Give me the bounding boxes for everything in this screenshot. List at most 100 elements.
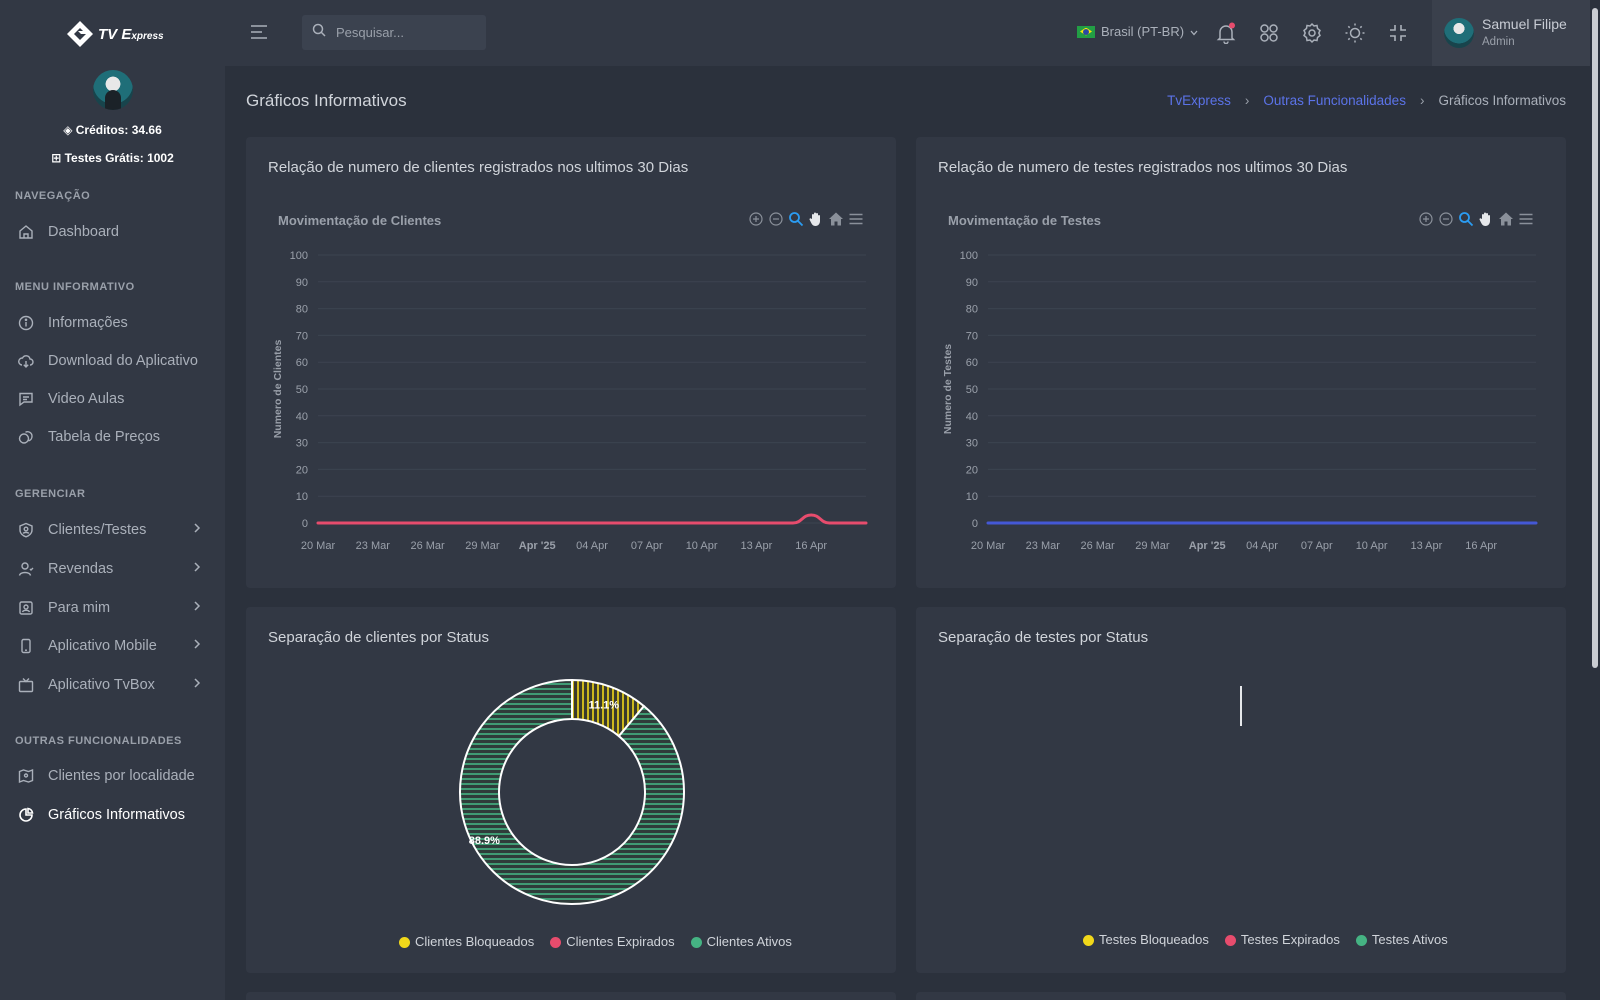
sidebar-item-aplicativo-mobile[interactable]: Aplicativo Mobile	[0, 628, 225, 664]
menu-icon[interactable]	[1518, 211, 1534, 227]
legend-item[interactable]: Testes Expirados	[1224, 932, 1340, 947]
y-tick-label: 100	[290, 250, 308, 262]
topbar: Brasil (PT-BR) Samuel Filipe Admin	[225, 0, 1600, 66]
legend-item[interactable]: Testes Bloqueados	[1083, 932, 1209, 947]
legend-item[interactable]: Clientes Bloqueados	[399, 934, 534, 949]
y-tick-label: 10	[966, 491, 978, 503]
empty-chart-cursor	[1240, 686, 1242, 726]
apps-grid-icon[interactable]	[1258, 22, 1280, 44]
search-input[interactable]	[336, 25, 476, 40]
y-tick-label: 50	[966, 384, 978, 396]
sidebar-item-download-app[interactable]: Download do Aplicativo	[0, 343, 225, 379]
sidebar-avatar	[93, 70, 133, 110]
search-box	[302, 15, 486, 50]
zoom-out-icon[interactable]	[768, 211, 784, 227]
x-tick-label: 10 Apr	[1356, 540, 1388, 552]
y-tick-label: 90	[966, 277, 978, 289]
y-tick-label: 100	[960, 250, 978, 262]
zoom-in-icon[interactable]	[748, 211, 764, 227]
sidebar-item-revendas[interactable]: Revendas	[0, 551, 225, 587]
credits-balance: ◈ Créditos: 34.66	[63, 123, 162, 137]
x-tick-label: 20 Mar	[301, 540, 336, 552]
tests-line-chart: 0 10 20 30 40 50 60 70 80 90 100 20 Mar 23 Mar 26 Mar…	[942, 250, 1538, 552]
language-selector[interactable]: Brasil (PT-BR)	[1077, 24, 1198, 39]
sidebar-item-dashboard[interactable]: Dashboard	[0, 214, 225, 250]
page-scrollbar[interactable]	[1590, 0, 1600, 1000]
reset-home-icon[interactable]	[828, 211, 844, 227]
logo-mark-icon	[66, 20, 94, 48]
y-tick-label: 20	[966, 464, 978, 476]
x-tick-label: 29 Mar	[1135, 540, 1170, 552]
clients-line-chart: 0 10 20 30 40 50 60 70 80 90 100 20 Mar 23 Mar 26 Mar…	[272, 250, 868, 552]
y-tick-label: 0	[972, 518, 978, 530]
breadcrumb-link-tvexpress[interactable]: TvExpress	[1167, 93, 1231, 108]
clients-donut-legend: Clientes Bloqueados Clientes Expirados C…	[399, 934, 792, 949]
user-name: Samuel Filipe	[1482, 16, 1567, 32]
pan-hand-icon[interactable]	[808, 211, 824, 227]
sidebar-item-label: Clientes por localidade	[48, 768, 195, 784]
sidebar: TV Express ◈ Créditos: 34.66 ⊞ Testes Gr…	[0, 0, 225, 1000]
sidebar-item-label: Video Aulas	[48, 391, 125, 407]
legend-item[interactable]: Clientes Ativos	[690, 934, 792, 949]
sidebar-item-informacoes[interactable]: Informações	[0, 305, 225, 341]
sidebar-item-label: Dashboard	[48, 224, 119, 240]
selection-zoom-icon[interactable]	[1458, 211, 1474, 227]
series-line	[316, 513, 868, 525]
next-card-left	[246, 992, 896, 1000]
sidebar-item-para-mim[interactable]: Para mim	[0, 590, 225, 626]
nav-header-outras-funcionalidades: OUTRAS FUNCIONALIDADES	[15, 735, 182, 747]
legend-dot-bloqueados	[1083, 935, 1094, 947]
search-icon	[312, 23, 326, 42]
zoom-out-icon[interactable]	[1438, 211, 1454, 227]
y-tick-label: 20	[296, 464, 308, 476]
y-tick-label: 50	[296, 384, 308, 396]
map-icon	[18, 768, 34, 784]
home-icon	[18, 224, 34, 240]
nav-header-gerenciar: GERENCIAR	[15, 488, 86, 500]
user-profile-menu[interactable]: Samuel Filipe Admin	[1432, 0, 1600, 66]
y-tick-label: 90	[296, 277, 308, 289]
menu-toggle-icon[interactable]	[250, 24, 268, 40]
legend-item[interactable]: Clientes Expirados	[550, 934, 675, 949]
breadcrumb-current: Gráficos Informativos	[1438, 93, 1566, 108]
tests-line-card: Relação de numero de testes registrados …	[916, 137, 1566, 588]
settings-gear-icon[interactable]	[1301, 22, 1323, 44]
zoom-in-icon[interactable]	[1418, 211, 1434, 227]
breadcrumb: TvExpress › Outras Funcionalidades › Grá…	[1167, 93, 1566, 108]
notification-bell-icon[interactable]	[1215, 22, 1237, 45]
sidebar-item-video-aulas[interactable]: Video Aulas	[0, 381, 225, 417]
sidebar-item-clientes-testes[interactable]: Clientes/Testes	[0, 512, 225, 548]
scrollbar-thumb[interactable]	[1592, 8, 1598, 668]
slice-ativos	[459, 678, 685, 905]
sidebar-item-label: Clientes/Testes	[48, 522, 147, 538]
selection-zoom-icon[interactable]	[788, 211, 804, 227]
sidebar-item-clientes-localidade[interactable]: Clientes por localidade	[0, 758, 225, 794]
exit-fullscreen-icon[interactable]	[1387, 22, 1409, 44]
smartphone-icon	[18, 638, 34, 654]
logo-text: TV Express	[98, 25, 164, 43]
contact-icon	[18, 600, 34, 616]
reset-home-icon[interactable]	[1498, 211, 1514, 227]
y-tick-label: 40	[966, 411, 978, 423]
x-tick-label: 23 Mar	[1026, 540, 1061, 552]
card-title: Relação de numero de testes registrados …	[938, 159, 1348, 176]
x-tick-label: 16 Apr	[795, 540, 827, 552]
menu-icon[interactable]	[848, 211, 864, 227]
pan-hand-icon[interactable]	[1478, 211, 1494, 227]
legend-dot-bloqueados	[399, 937, 410, 949]
theme-sun-icon[interactable]	[1344, 22, 1366, 44]
breadcrumb-link-outras[interactable]: Outras Funcionalidades	[1263, 93, 1406, 108]
x-tick-label: 13 Apr	[1410, 540, 1442, 552]
tests-donut-legend: Testes Bloqueados Testes Expirados Teste…	[1083, 932, 1448, 947]
tests-donut-card: Separação de testes por Status Testes Bl…	[916, 607, 1566, 973]
user-icon	[18, 561, 34, 577]
sidebar-item-tabela-precos[interactable]: Tabela de Preços	[0, 419, 225, 455]
sidebar-item-graficos-informativos[interactable]: Gráficos Informativos	[0, 797, 225, 833]
legend-item[interactable]: Testes Ativos	[1355, 932, 1448, 947]
legend-dot-expirados	[1224, 935, 1236, 947]
brand-logo[interactable]: TV Express	[66, 17, 166, 51]
sidebar-item-aplicativo-tvbox[interactable]: Aplicativo TvBox	[0, 667, 225, 703]
chevron-right-icon	[193, 561, 201, 577]
x-tick-label: 04 Apr	[1246, 540, 1278, 552]
y-tick-label: 0	[302, 518, 308, 530]
